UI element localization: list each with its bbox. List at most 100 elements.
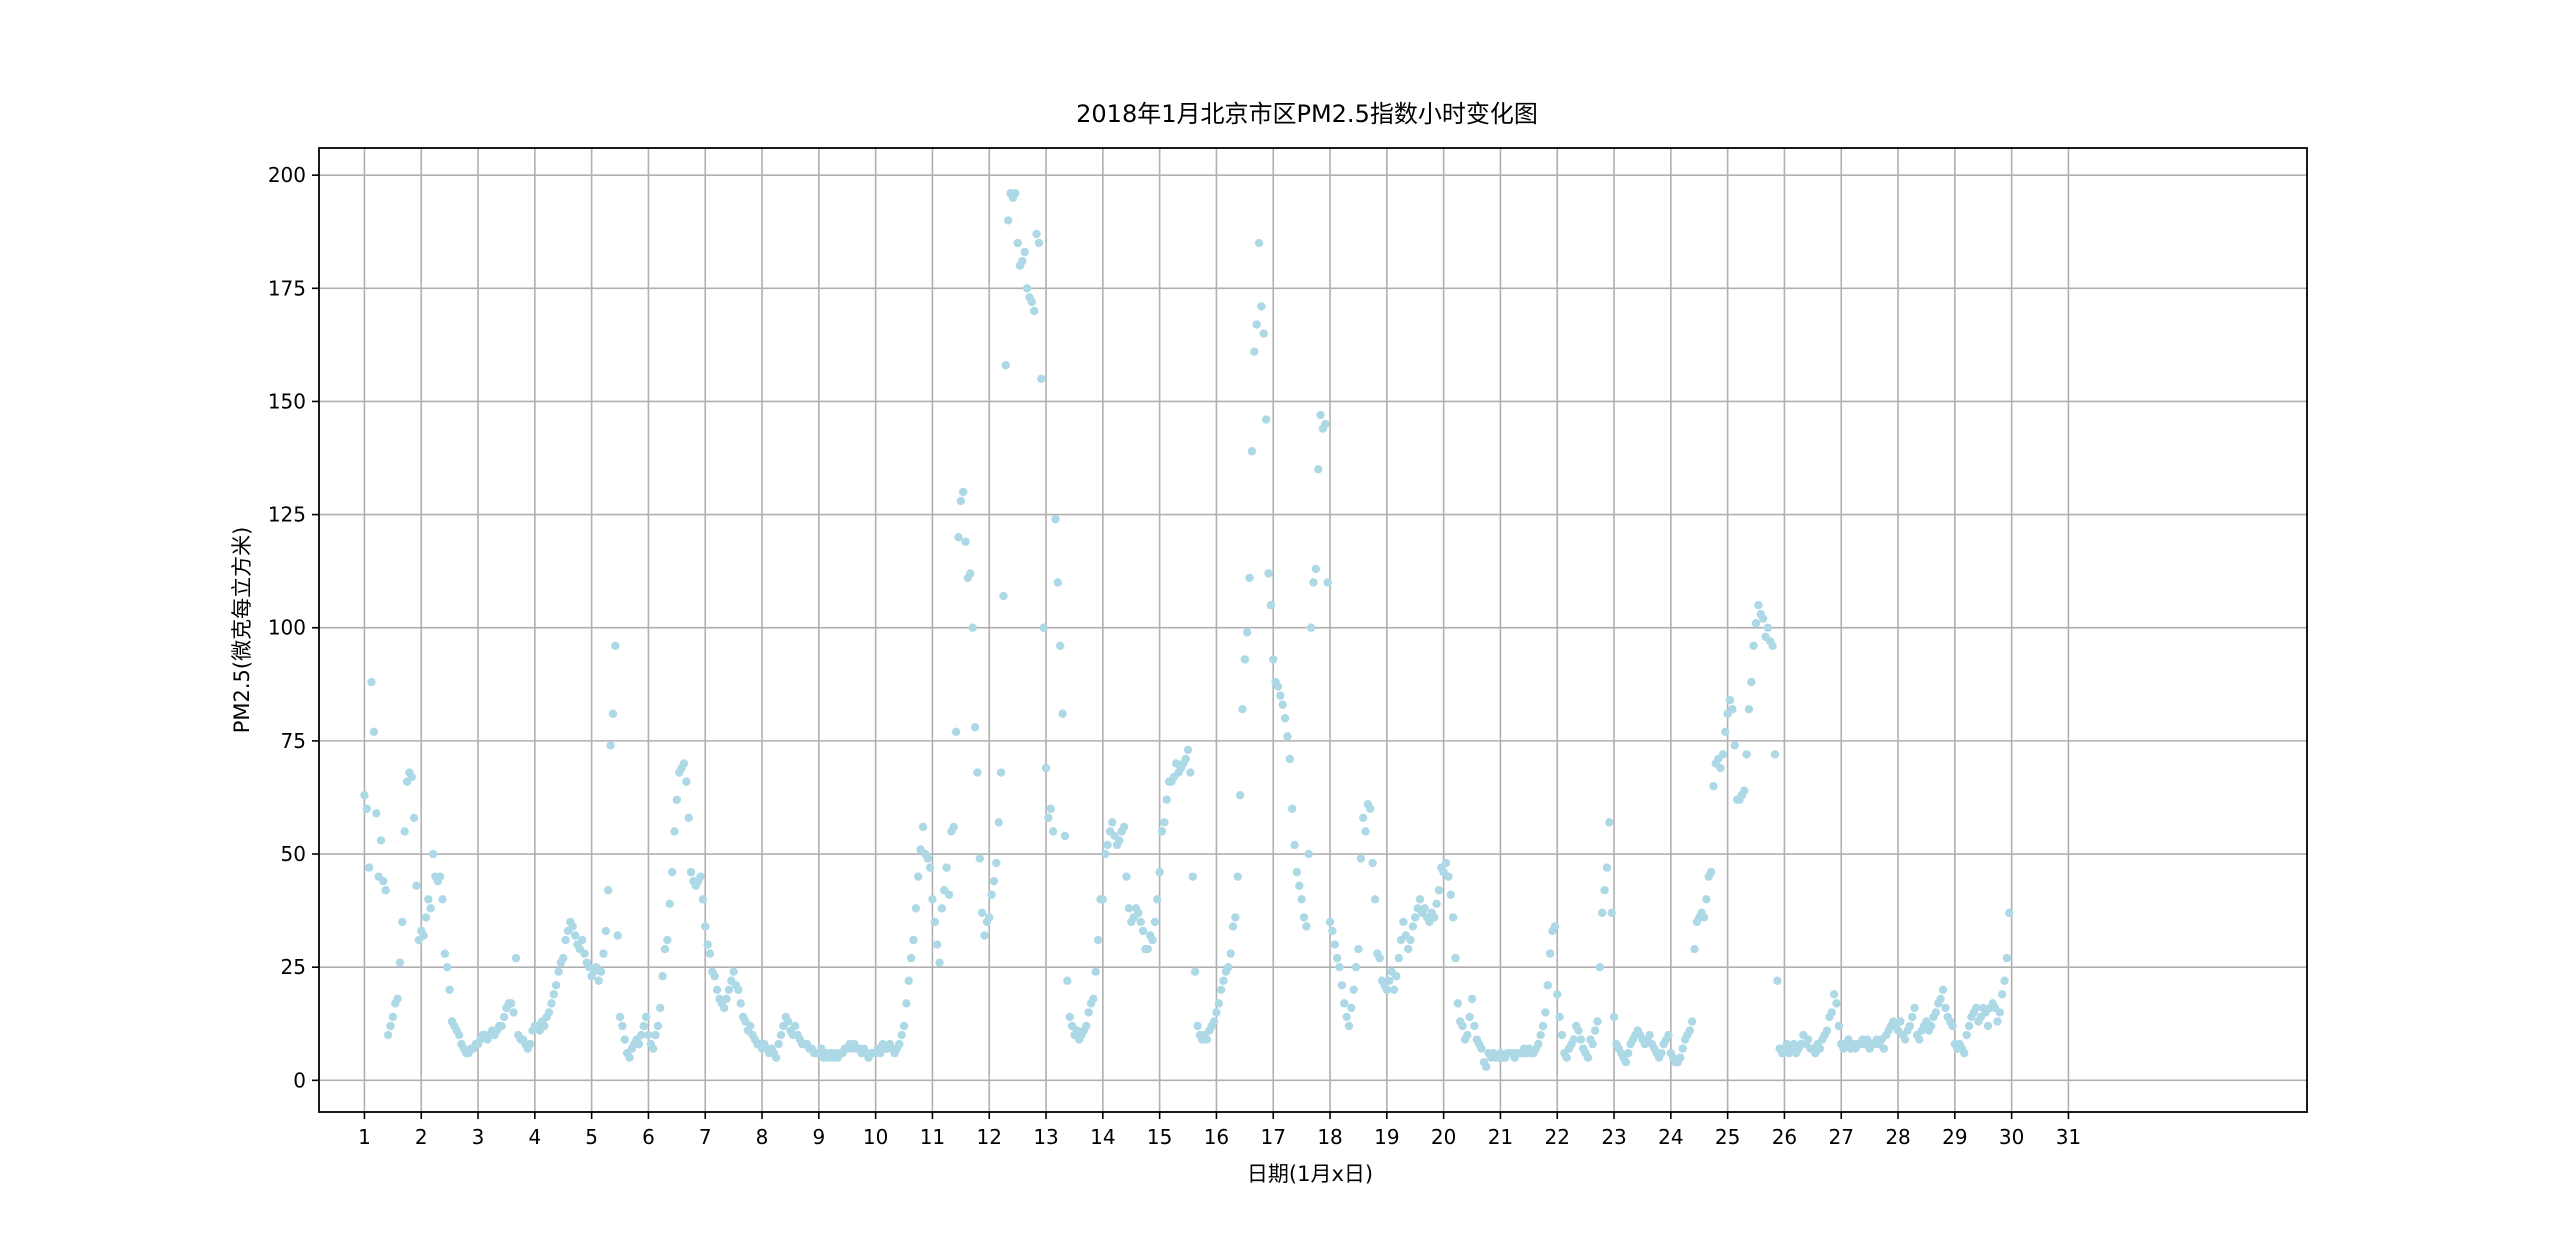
data-point: [497, 1021, 506, 1031]
data-point: [1908, 1012, 1917, 1022]
data-point: [935, 958, 944, 967]
data-point: [1770, 750, 1780, 759]
data-point: [1332, 953, 1342, 963]
data-point: [1340, 999, 1349, 1008]
data-point: [663, 935, 672, 945]
data-point: [1896, 1017, 1905, 1026]
data-point: [1971, 1003, 1981, 1013]
data-point: [949, 822, 958, 832]
data-point: [1039, 623, 1048, 632]
data-point: [1063, 976, 1072, 985]
data-point: [951, 727, 961, 737]
data-point: [1822, 1026, 1832, 1035]
data-point: [1330, 940, 1339, 949]
data-point: [1231, 913, 1240, 922]
data-point: [568, 922, 577, 931]
data-point: [551, 981, 561, 990]
data-point: [1562, 1053, 1571, 1062]
data-point: [1001, 361, 1011, 370]
data-point: [1399, 917, 1408, 927]
data-point: [1183, 745, 1193, 755]
data-point: [641, 1012, 651, 1022]
data-point: [1624, 1048, 1633, 1058]
x-tick-label: 17: [1261, 1125, 1286, 1149]
data-point: [454, 1030, 464, 1040]
data-point: [1747, 677, 1756, 687]
data-point: [1477, 1044, 1486, 1053]
x-tick-label: 5: [585, 1125, 598, 1149]
data-point: [1321, 419, 1330, 429]
data-point: [1266, 600, 1276, 610]
data-point: [601, 926, 611, 936]
data-point: [895, 1039, 904, 1049]
data-point: [734, 985, 743, 995]
data-point: [1964, 1021, 1974, 1031]
data-point: [1018, 256, 1027, 266]
data-point: [1304, 849, 1313, 859]
data-point: [639, 1021, 648, 1031]
data-point: [1569, 1035, 1579, 1044]
data-point: [1676, 1053, 1685, 1062]
data-point: [1725, 695, 1735, 705]
x-tick-label: 28: [1885, 1125, 1910, 1149]
data-point: [1250, 347, 1259, 356]
data-point: [1264, 569, 1273, 578]
x-tick-label: 21: [1488, 1125, 1513, 1149]
data-point: [1389, 985, 1399, 995]
data-point: [1728, 705, 1737, 714]
data-point: [1280, 714, 1290, 723]
data-point: [2002, 953, 2012, 963]
data-point: [1403, 944, 1413, 954]
data-point: [1287, 804, 1297, 813]
data-point: [1832, 999, 1841, 1008]
data-point: [1470, 1021, 1479, 1031]
data-point: [1238, 705, 1247, 714]
data-point: [970, 723, 980, 732]
data-point: [1254, 238, 1264, 248]
data-point: [637, 1030, 646, 1040]
x-tick-label: 7: [699, 1125, 712, 1149]
data-point: [1361, 827, 1370, 836]
data-point: [1162, 795, 1171, 804]
x-tick-label: 1: [358, 1125, 371, 1149]
data-point: [897, 1030, 906, 1040]
data-point: [381, 886, 390, 895]
data-point: [656, 1003, 665, 1013]
y-tick-label: 0: [293, 1068, 306, 1092]
data-point: [1411, 913, 1420, 922]
x-tick-label: 10: [863, 1125, 888, 1149]
chart-title: 2018年1月北京市区PM2.5指数小时变化图: [1076, 100, 1538, 128]
data-point: [506, 999, 516, 1008]
data-point: [914, 872, 923, 881]
data-point: [1434, 886, 1444, 895]
data-point: [1228, 922, 1238, 931]
data-point: [1657, 1048, 1666, 1058]
data-point: [1432, 899, 1441, 909]
x-tick-label: 31: [2056, 1125, 2081, 1149]
x-tick-label: 19: [1374, 1125, 1399, 1149]
data-point: [547, 999, 556, 1008]
data-point: [440, 949, 450, 958]
data-point: [928, 895, 937, 904]
x-tick-label: 11: [920, 1125, 945, 1149]
data-point: [620, 1035, 629, 1044]
data-point: [634, 1039, 644, 1049]
data-point: [561, 935, 570, 945]
data-point: [1962, 1030, 1971, 1040]
data-point: [1749, 641, 1758, 651]
data-point: [1664, 1030, 1673, 1040]
data-point: [1441, 858, 1451, 868]
data-point: [1900, 1035, 1910, 1044]
x-tick-label: 9: [812, 1125, 825, 1149]
data-point: [1181, 754, 1190, 764]
data-point: [1342, 1012, 1351, 1022]
data-point: [1550, 922, 1560, 931]
data-point: [670, 827, 679, 836]
data-point: [1124, 904, 1134, 913]
data-point: [977, 908, 987, 918]
data-point: [594, 976, 603, 985]
data-point: [1358, 813, 1368, 823]
data-point: [1536, 1030, 1545, 1040]
data-point: [937, 904, 947, 913]
data-point: [1048, 827, 1058, 836]
